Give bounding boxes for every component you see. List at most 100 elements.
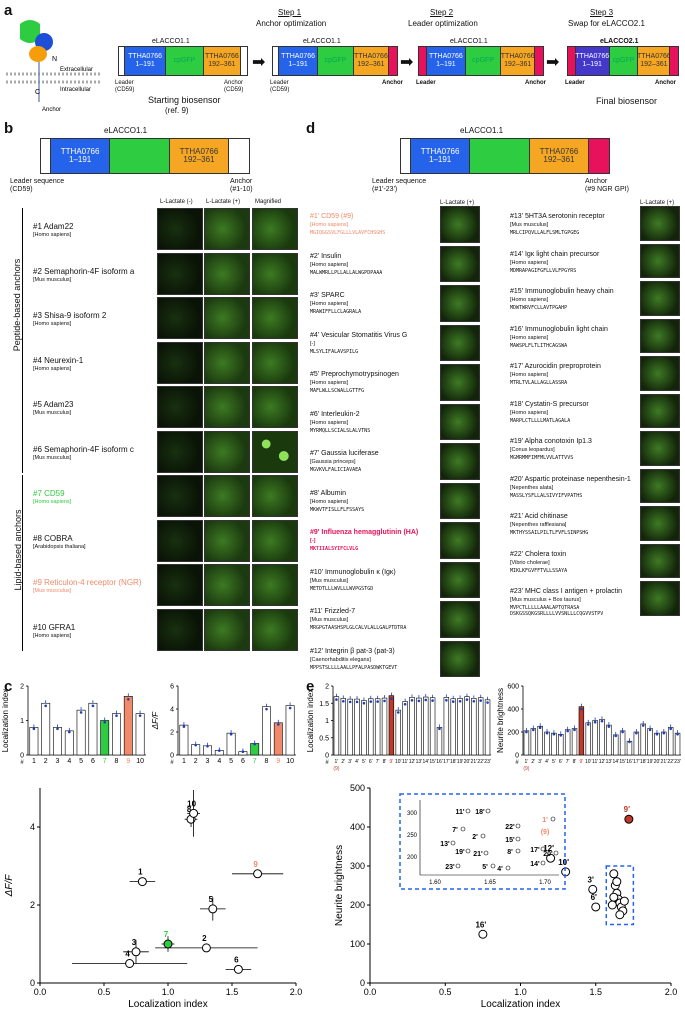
x-tick-label: 19' <box>457 759 464 765</box>
x-tick-label: 20' <box>654 759 661 765</box>
panel-c-letter: c <box>4 678 13 695</box>
d-micrograph <box>440 640 480 677</box>
x-tick-label: 1.0 <box>162 987 175 997</box>
inset-y-tick: 200 <box>407 855 418 861</box>
b-row-name: #3 Shisa-9 isoform 2 <box>33 311 107 320</box>
scatter-point <box>189 808 199 818</box>
d-row-sequence: MGVKVLFALICIAVAEA <box>310 467 362 473</box>
b-row-label: #1 Adam22 [Homo sapiens] <box>33 222 73 240</box>
bar <box>633 731 640 756</box>
bar <box>477 697 484 756</box>
scatter-point <box>609 892 619 902</box>
d-row-label: #16' Immunoglobulin light chain [Homo sap… <box>510 325 636 349</box>
x-tick-label: 7' <box>376 759 380 765</box>
b-micrograph <box>157 252 203 295</box>
x-tick-label: 1 <box>32 758 36 765</box>
a-construct-start: TTHA0766 1–191 cpGFP TTHA0766 192–361 <box>118 46 248 76</box>
b-row-species: [Homo sapiens] <box>33 232 72 238</box>
x-tick-label: 18' <box>640 759 647 765</box>
data-dot <box>390 697 393 700</box>
inset-point-label: 20' <box>543 851 553 858</box>
b-micrograph <box>204 608 250 651</box>
d-row-name: #7' Gaussia luciferase <box>310 450 379 457</box>
x-tick-label: 4 <box>67 758 71 765</box>
point-label: 10' <box>558 858 569 867</box>
b-micrograph <box>157 386 203 428</box>
bar <box>443 697 450 756</box>
y-tick-label: 0 <box>30 978 35 988</box>
x-tick-label: 22' <box>477 759 484 765</box>
y-tick-label: 2 <box>325 684 329 691</box>
point-label: 9 <box>253 860 258 869</box>
x-tick-label: 1' <box>335 759 339 765</box>
data-dot <box>417 699 421 703</box>
d-micrograph <box>640 431 680 466</box>
x-sublabel: (9) <box>333 766 339 772</box>
data-dot <box>362 701 366 705</box>
b-row-label: #7 CD59 [Homo sapiens] <box>33 489 71 507</box>
y-tick-label: 0 <box>325 753 329 760</box>
x-tick-label: 15' <box>429 759 436 765</box>
d-micrograph <box>640 281 680 316</box>
d-leader-label: Leader sequence (#1'-23') <box>372 178 427 193</box>
d-row-species: [Homo sapiens] <box>310 498 349 505</box>
scatter-point <box>624 814 634 824</box>
data-dot <box>472 699 476 703</box>
d-row-species: [Caenorhabditis elegans] <box>310 656 371 663</box>
point-label: 10 <box>187 799 196 808</box>
chart-c-scatter: 0.0 0.5 1.0 1.5 2.0 0 2 4 Localization index ΔF/F… <box>4 788 302 1010</box>
bar <box>571 728 578 756</box>
step1-desc: Anchor optimization <box>256 19 327 28</box>
data-dot <box>355 700 359 704</box>
point-label: 3 <box>132 938 137 947</box>
d-micrograph <box>440 206 480 243</box>
bar <box>551 732 557 756</box>
data-dot <box>621 730 624 734</box>
y-tick-label: 0 <box>515 753 519 760</box>
data-dot <box>288 706 292 710</box>
d-row-label: #11' Frizzled-7 [Mus musculus] MRGPGTAASHS… <box>310 607 436 631</box>
d-row-label: #10' Immunoglobulin κ (Igκ) [Mus musculus… <box>310 568 436 592</box>
x-tick-label: 13' <box>606 759 613 765</box>
x-tick-label: 20' <box>464 759 471 765</box>
d-row-label: #1' CD59 (#9) [Homo sapiens] MGIQGGSVLFGLL… <box>310 212 436 236</box>
x-tick-label: 9' <box>390 759 394 765</box>
inset-point-label: 15' <box>505 837 515 844</box>
x-tick-label: 10' <box>395 759 402 765</box>
d-row-name: #18' Cystatin-S precursor <box>510 400 589 408</box>
point-label: 7 <box>164 930 169 939</box>
data-dot <box>465 698 469 701</box>
b-micrograph <box>252 475 298 517</box>
d-row-label: #2' Insulin [Homo sapiens] MALWMRLLPLLALLA… <box>310 252 436 276</box>
arrow-3: ➡ <box>546 54 560 71</box>
data-dot <box>445 698 448 702</box>
b-leader-label: Leader sequence (CD59) <box>10 178 65 193</box>
x-tick-label: 3 <box>56 758 60 765</box>
d-row-sequence: MRLCIPQVLLALFLSMLTGPGEG <box>510 230 580 236</box>
x-tick-label: 4' <box>545 759 549 765</box>
b-micrograph <box>252 564 298 606</box>
a-construct-step1: TTHA0766 1–191 cpGFP TTHA0766 192–361 <box>272 46 398 76</box>
inset-point-label: 7' <box>452 827 458 834</box>
b-row-species: [Mus musculus] <box>33 410 72 416</box>
d-row-label: #7' Gaussia luciferase [Gaussia princeps]… <box>310 449 436 473</box>
bar <box>179 724 189 756</box>
data-dot <box>44 704 47 708</box>
d-row-label: #17' Azurocidin preproprotein [Homo sapie… <box>510 362 636 386</box>
a-leader-cd59: Leader (CD59) <box>115 80 135 93</box>
bar <box>64 730 74 756</box>
arrow-1: ➡ <box>252 54 266 71</box>
d-row-species: [Mus musculus] <box>510 222 549 228</box>
bar <box>523 730 530 756</box>
bar <box>100 720 110 756</box>
data-dot <box>335 698 338 701</box>
data-dot <box>628 740 631 744</box>
point-label: 4 <box>125 950 130 959</box>
d-row-label: #12' Integrin β pat-3 (pat-3) [Caenorhabd… <box>310 647 436 671</box>
d-row-name: #5' Preprochymotrypsinogen <box>310 371 399 378</box>
d-row-label: #13' 5HT3A serotonin receptor [Mus muscul… <box>510 212 636 236</box>
x-tick-label: 0.5 <box>439 987 452 997</box>
inset-y-tick: 250 <box>407 833 418 839</box>
x-tick-label: 23' <box>674 759 681 765</box>
a-anchor-3: Anchor <box>525 80 546 86</box>
